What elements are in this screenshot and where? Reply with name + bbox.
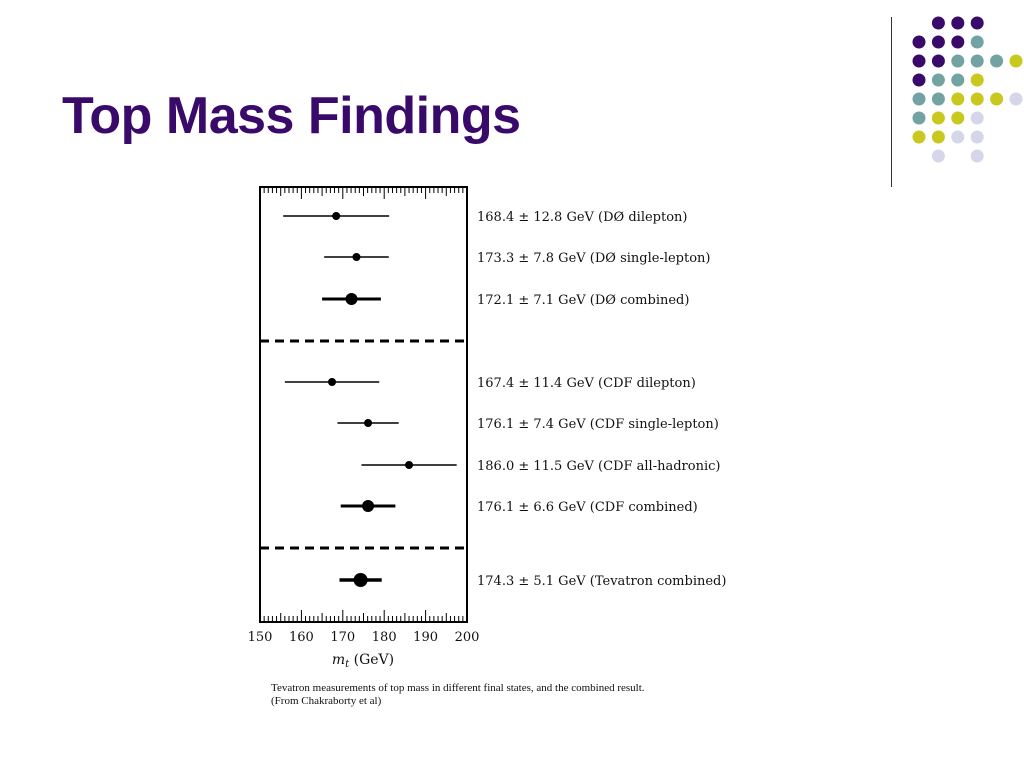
decorative-dot	[951, 16, 965, 30]
decorative-dot	[912, 92, 926, 106]
decorative-dot	[931, 130, 945, 144]
caption-line-2: (From Chakraborty et al)	[271, 695, 382, 707]
measurement-label: 173.3 ± 7.8 GeV (DØ single-lepton)	[477, 251, 711, 266]
measurement-marks	[283, 212, 457, 587]
decorative-dot	[912, 35, 926, 49]
x-tick-labels: 150 160 170 180 190 200	[248, 630, 480, 645]
decorative-dot	[931, 73, 945, 87]
central-value-point	[352, 253, 361, 261]
caption-line-1: Tevatron measurements of top mass in dif…	[271, 682, 645, 694]
x-tick-label: 160	[289, 630, 314, 645]
group-separators	[260, 339, 467, 550]
decorative-dot	[970, 149, 984, 163]
decorative-dot	[970, 16, 984, 30]
x-tick-label: 190	[413, 630, 438, 645]
measurement-label: 176.1 ± 7.4 GeV (CDF single-lepton)	[477, 417, 719, 432]
x-axis-label-subscript: t	[345, 659, 350, 670]
decorative-dot	[951, 35, 965, 49]
decorative-dot	[912, 73, 926, 87]
measurement-label: 167.4 ± 11.4 GeV (CDF dilepton)	[477, 376, 696, 391]
decorative-dot	[1009, 92, 1023, 106]
central-value-point	[362, 500, 375, 512]
decorative-dot	[970, 35, 984, 49]
decorative-dot	[931, 149, 945, 163]
central-value-point	[332, 212, 341, 220]
plot-frame	[259, 186, 468, 623]
decorative-dot	[912, 130, 926, 144]
x-tick-label: 200	[455, 630, 480, 645]
axis-ticks	[259, 187, 468, 622]
slide-title: Top Mass Findings	[62, 87, 521, 145]
decorative-dot	[951, 111, 965, 125]
decorative-dot	[970, 111, 984, 125]
decorative-dot	[912, 111, 926, 125]
measurement-labels: 168.4 ± 12.8 GeV (DØ dilepton) 173.3 ± 7.…	[477, 210, 726, 589]
central-value-point	[328, 378, 337, 386]
central-value-point	[405, 461, 414, 469]
decorative-dot	[931, 16, 945, 30]
figure-caption: Tevatron measurements of top mass in dif…	[271, 682, 645, 708]
decorative-dot	[990, 54, 1004, 68]
x-axis-label-unit: (GeV)	[349, 652, 394, 668]
decorative-dot	[970, 54, 984, 68]
x-axis-label: mt (GeV)	[332, 652, 394, 670]
measurement-label: 186.0 ± 11.5 GeV (CDF all-hadronic)	[477, 459, 720, 474]
measurement-label: 168.4 ± 12.8 GeV (DØ dilepton)	[477, 210, 687, 225]
decorative-dot	[951, 73, 965, 87]
central-value-point	[345, 293, 358, 305]
decorative-dot	[951, 92, 965, 106]
decorative-dot	[931, 111, 945, 125]
decorative-dot	[1009, 54, 1023, 68]
decorative-dot	[951, 54, 965, 68]
decorative-dot	[912, 54, 926, 68]
decorative-dot	[931, 35, 945, 49]
decorative-dot	[990, 92, 1004, 106]
decorative-dot	[970, 130, 984, 144]
x-axis-label-symbol: m	[332, 652, 345, 668]
central-value-point	[353, 573, 368, 587]
decorative-dot	[970, 73, 984, 87]
header-divider-line	[891, 17, 892, 187]
x-tick-label: 170	[330, 630, 355, 645]
measurement-label: 172.1 ± 7.1 GeV (DØ combined)	[477, 293, 689, 308]
measurement-label: 174.3 ± 5.1 GeV (Tevatron combined)	[477, 574, 726, 589]
decorative-dot	[931, 54, 945, 68]
decorative-dot	[951, 130, 965, 144]
decorative-dot	[931, 92, 945, 106]
x-tick-label: 180	[372, 630, 397, 645]
measurement-label: 176.1 ± 6.6 GeV (CDF combined)	[477, 500, 698, 515]
central-value-point	[364, 419, 373, 427]
x-tick-label: 150	[248, 630, 273, 645]
decorative-dot	[970, 92, 984, 106]
decorative-dot-grid	[912, 16, 1023, 163]
